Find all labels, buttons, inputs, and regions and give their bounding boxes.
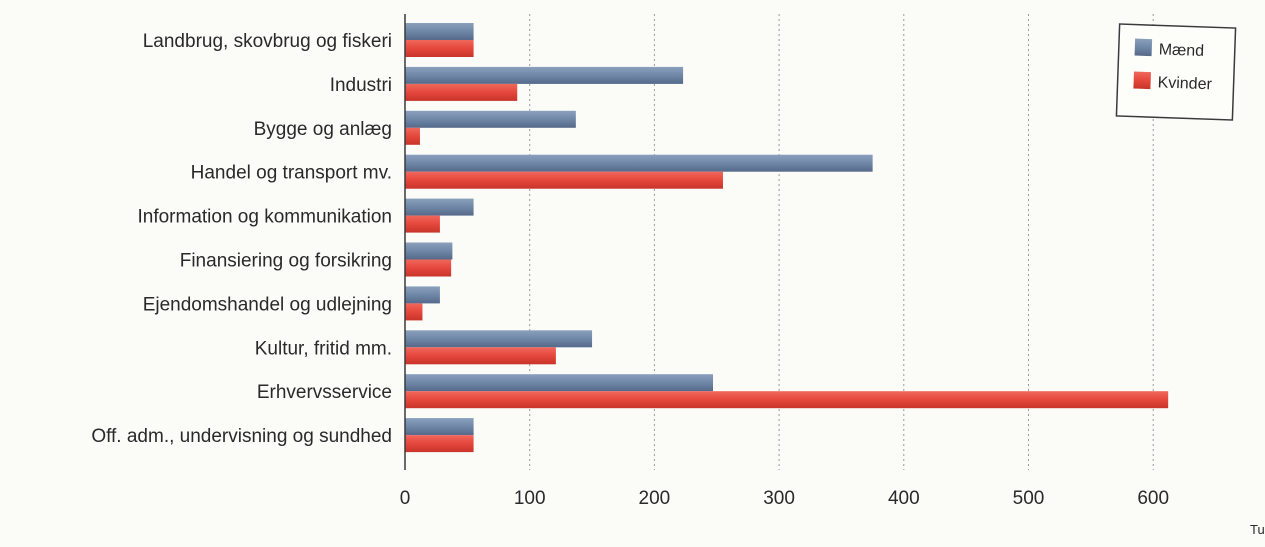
bar-men-6 bbox=[405, 286, 440, 304]
bar-men-3 bbox=[405, 154, 873, 172]
category-label: Information og kommunikation bbox=[137, 207, 392, 228]
bar-women-6 bbox=[405, 303, 423, 321]
tick-label: 100 bbox=[514, 488, 546, 509]
legend-swatch-women bbox=[1133, 71, 1151, 90]
legend-label-women: Kvinder bbox=[1157, 74, 1212, 93]
category-label: Off. adm., undervisning og sundhed bbox=[91, 426, 392, 447]
tick-label: 300 bbox=[763, 488, 795, 509]
bar-women-1 bbox=[405, 83, 518, 101]
bar-women-4 bbox=[405, 215, 440, 233]
bars bbox=[405, 23, 1169, 453]
bar-women-8 bbox=[405, 391, 1169, 409]
category-label: Handel og transport mv. bbox=[191, 163, 392, 184]
tick-label: 0 bbox=[400, 488, 411, 509]
bar-men-1 bbox=[405, 66, 684, 84]
bar-women-7 bbox=[405, 347, 556, 365]
bar-women-5 bbox=[405, 259, 452, 277]
bar-men-9 bbox=[405, 418, 474, 436]
x-unit-label: Tusinde bbox=[1250, 522, 1265, 537]
bar-men-4 bbox=[405, 198, 474, 216]
tick-label: 200 bbox=[639, 488, 671, 509]
bar-women-0 bbox=[405, 40, 474, 57]
legend-swatch-men bbox=[1134, 38, 1153, 57]
legend-label-men: Mænd bbox=[1158, 41, 1204, 60]
x-tick-labels: 0100200300400500600700 bbox=[400, 488, 1169, 509]
bar-men-2 bbox=[405, 110, 576, 128]
category-label: Erhvervsservice bbox=[257, 382, 392, 403]
legend: Mænd Kvinder bbox=[1115, 23, 1237, 121]
bar-men-0 bbox=[405, 23, 474, 40]
category-label: Bygge og anlæg bbox=[254, 119, 392, 140]
category-labels: Landbrug, skovbrug og fiskeri Industri Byg… bbox=[91, 31, 392, 447]
bar-women-9 bbox=[405, 435, 474, 453]
category-label: Kultur, fritid mm. bbox=[255, 338, 392, 359]
category-label: Industri bbox=[330, 75, 392, 96]
bar-men-5 bbox=[405, 242, 453, 260]
bar-men-8 bbox=[405, 374, 714, 392]
tick-label: 400 bbox=[888, 488, 920, 509]
tick-label: 500 bbox=[1013, 488, 1045, 509]
bar-women-2 bbox=[405, 127, 420, 145]
category-label: Landbrug, skovbrug og fiskeri bbox=[143, 31, 392, 52]
bar-men-7 bbox=[405, 330, 593, 348]
bar-women-3 bbox=[405, 171, 723, 189]
tick-label: 600 bbox=[1137, 488, 1169, 509]
category-label: Ejendomshandel og udlejning bbox=[143, 294, 392, 315]
category-label: Finansiering og forsikring bbox=[180, 251, 392, 272]
